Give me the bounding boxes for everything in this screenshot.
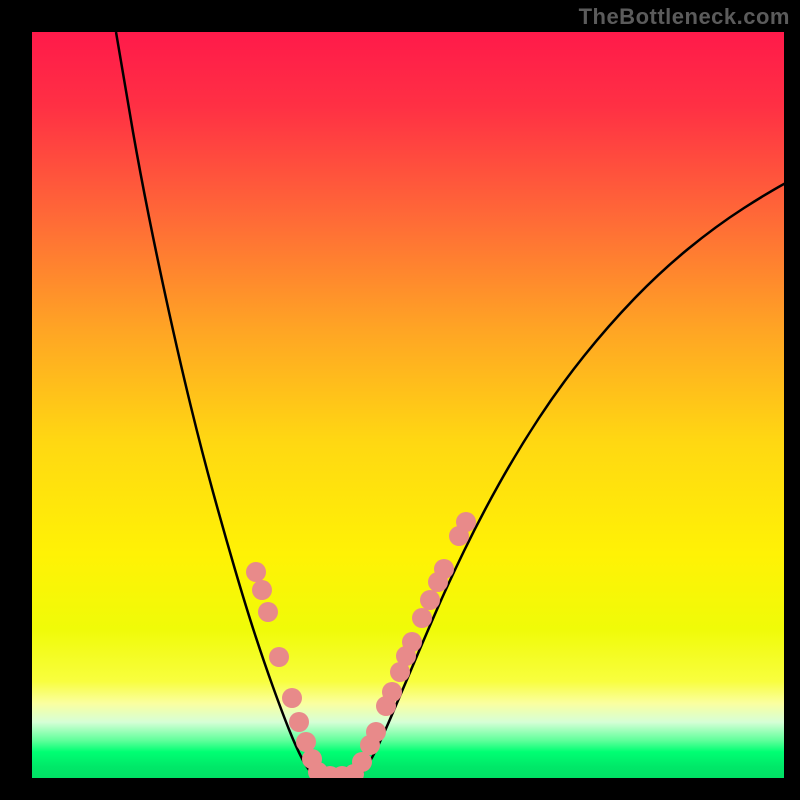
datapoint-marker bbox=[434, 559, 454, 579]
chart-svg bbox=[32, 32, 784, 778]
datapoint-marker bbox=[252, 580, 272, 600]
datapoint-marker bbox=[420, 590, 440, 610]
datapoint-marker bbox=[296, 732, 316, 752]
datapoint-marker bbox=[352, 752, 372, 772]
datapoint-marker bbox=[412, 608, 432, 628]
watermark-text: TheBottleneck.com bbox=[579, 4, 790, 30]
datapoint-marker bbox=[282, 688, 302, 708]
datapoint-marker bbox=[246, 562, 266, 582]
datapoint-marker bbox=[258, 602, 278, 622]
chart-plot-area bbox=[32, 32, 784, 778]
datapoint-marker bbox=[456, 512, 476, 532]
datapoint-marker bbox=[366, 722, 386, 742]
datapoint-marker bbox=[402, 632, 422, 652]
datapoint-marker bbox=[382, 682, 402, 702]
datapoint-marker bbox=[269, 647, 289, 667]
datapoint-marker bbox=[289, 712, 309, 732]
